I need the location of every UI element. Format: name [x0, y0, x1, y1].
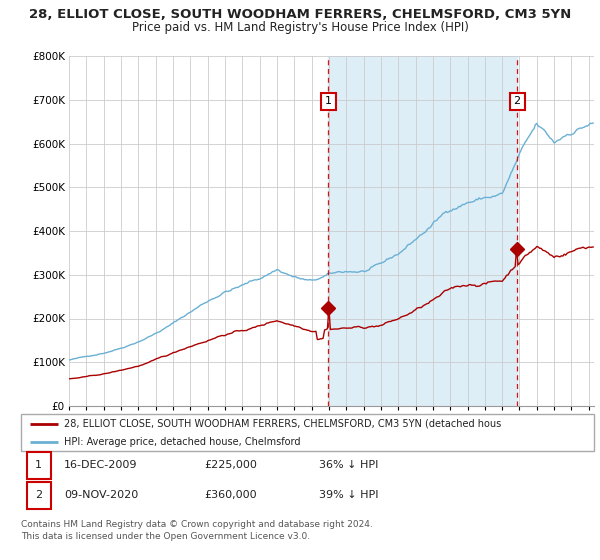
Text: 09-NOV-2020: 09-NOV-2020 — [64, 491, 138, 501]
Text: 28, ELLIOT CLOSE, SOUTH WOODHAM FERRERS, CHELMSFORD, CM3 5YN (detached hous: 28, ELLIOT CLOSE, SOUTH WOODHAM FERRERS,… — [64, 418, 501, 428]
Text: Contains HM Land Registry data © Crown copyright and database right 2024.: Contains HM Land Registry data © Crown c… — [21, 520, 373, 529]
Text: 2: 2 — [514, 96, 521, 106]
Text: This data is licensed under the Open Government Licence v3.0.: This data is licensed under the Open Gov… — [21, 532, 310, 541]
Bar — [328, 56, 517, 406]
Text: £360,000: £360,000 — [205, 491, 257, 501]
FancyBboxPatch shape — [21, 414, 594, 451]
Text: 39% ↓ HPI: 39% ↓ HPI — [319, 491, 379, 501]
Text: 1: 1 — [35, 460, 42, 470]
Text: 28, ELLIOT CLOSE, SOUTH WOODHAM FERRERS, CHELMSFORD, CM3 5YN: 28, ELLIOT CLOSE, SOUTH WOODHAM FERRERS,… — [29, 8, 571, 21]
Text: 1: 1 — [325, 96, 332, 106]
Text: 2: 2 — [35, 491, 43, 501]
Text: HPI: Average price, detached house, Chelmsford: HPI: Average price, detached house, Chel… — [64, 437, 301, 447]
Text: 36% ↓ HPI: 36% ↓ HPI — [319, 460, 379, 470]
Text: 16-DEC-2009: 16-DEC-2009 — [64, 460, 137, 470]
FancyBboxPatch shape — [27, 452, 51, 479]
Text: Price paid vs. HM Land Registry's House Price Index (HPI): Price paid vs. HM Land Registry's House … — [131, 21, 469, 34]
FancyBboxPatch shape — [27, 482, 51, 509]
Text: £225,000: £225,000 — [205, 460, 257, 470]
